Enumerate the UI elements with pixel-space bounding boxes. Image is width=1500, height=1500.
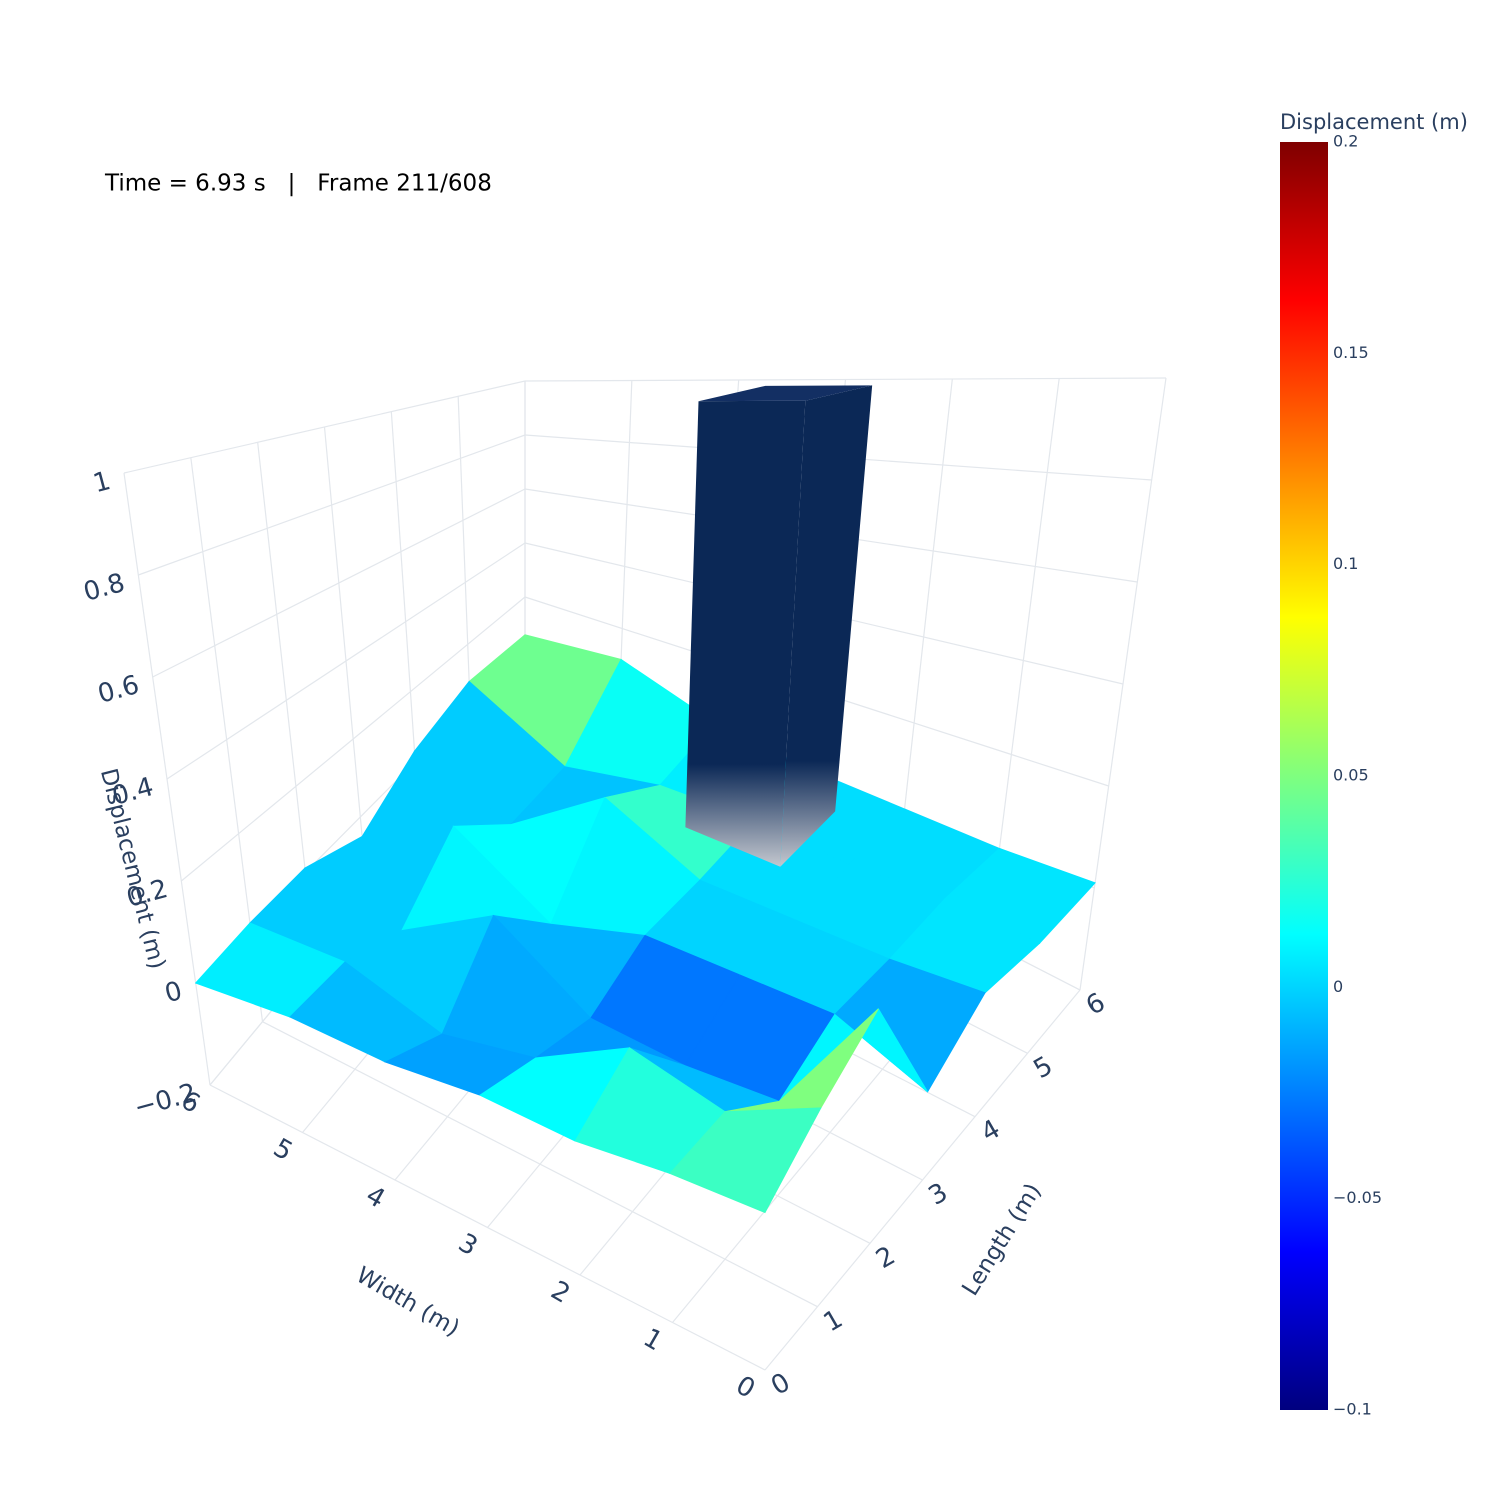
obstacle-face	[780, 385, 873, 867]
obstacle-face	[685, 400, 806, 867]
y-tick-label: 4	[976, 1114, 1005, 1148]
y-tick-label: 1	[819, 1304, 848, 1338]
colorbar-tick-label: −0.1	[1333, 1400, 1372, 1419]
y-axis-title: Length (m)	[957, 1179, 1046, 1300]
colorbar	[1280, 142, 1328, 1410]
colorbar-tick-label: 0.05	[1333, 766, 1369, 785]
x-tick-label: 0	[731, 1370, 760, 1404]
wall	[124, 381, 525, 1085]
x-tick-label: 3	[453, 1228, 482, 1262]
y-tick-label: 5	[1029, 1051, 1058, 1085]
x-axis-title: Width (m)	[352, 1262, 464, 1342]
annotation: Time = 6.93 s | Frame 211/608	[104, 171, 492, 197]
colorbar-tick-label: 0.1	[1333, 554, 1358, 573]
colorbar-tick-label: 0	[1333, 977, 1343, 996]
surface-cell	[669, 1107, 822, 1214]
x-tick-label: 2	[546, 1275, 575, 1309]
grid-line	[1079, 377, 1167, 991]
y-tick-label: 2	[871, 1241, 900, 1275]
x-tick-label: 1	[638, 1323, 667, 1357]
y-tick-label: 0	[766, 1367, 795, 1401]
scene-walls	[123, 377, 1167, 1371]
colorbar-title: Displacement (m)	[1280, 110, 1468, 134]
y-tick-label: 6	[1081, 987, 1110, 1021]
colorbar-tick-label: 0.2	[1333, 132, 1358, 151]
colorbar-tick-label: 0.15	[1333, 343, 1369, 362]
x-tick-label: 4	[361, 1180, 390, 1214]
y-tick-label: 3	[924, 1177, 953, 1211]
z-tick-label: 0.8	[80, 568, 128, 608]
z-tick-label: 0.6	[95, 670, 143, 710]
obstacle-top	[698, 385, 873, 402]
obstacle	[685, 385, 873, 867]
x-tick-label: 5	[268, 1133, 297, 1167]
z-tick-label: 1	[90, 466, 114, 499]
grid-line	[764, 989, 1081, 1371]
grid-line	[323, 426, 369, 896]
z-tick-label: 0	[162, 976, 186, 1009]
colorbar-tick-label: −0.05	[1333, 1188, 1382, 1207]
surface	[194, 634, 1096, 1214]
